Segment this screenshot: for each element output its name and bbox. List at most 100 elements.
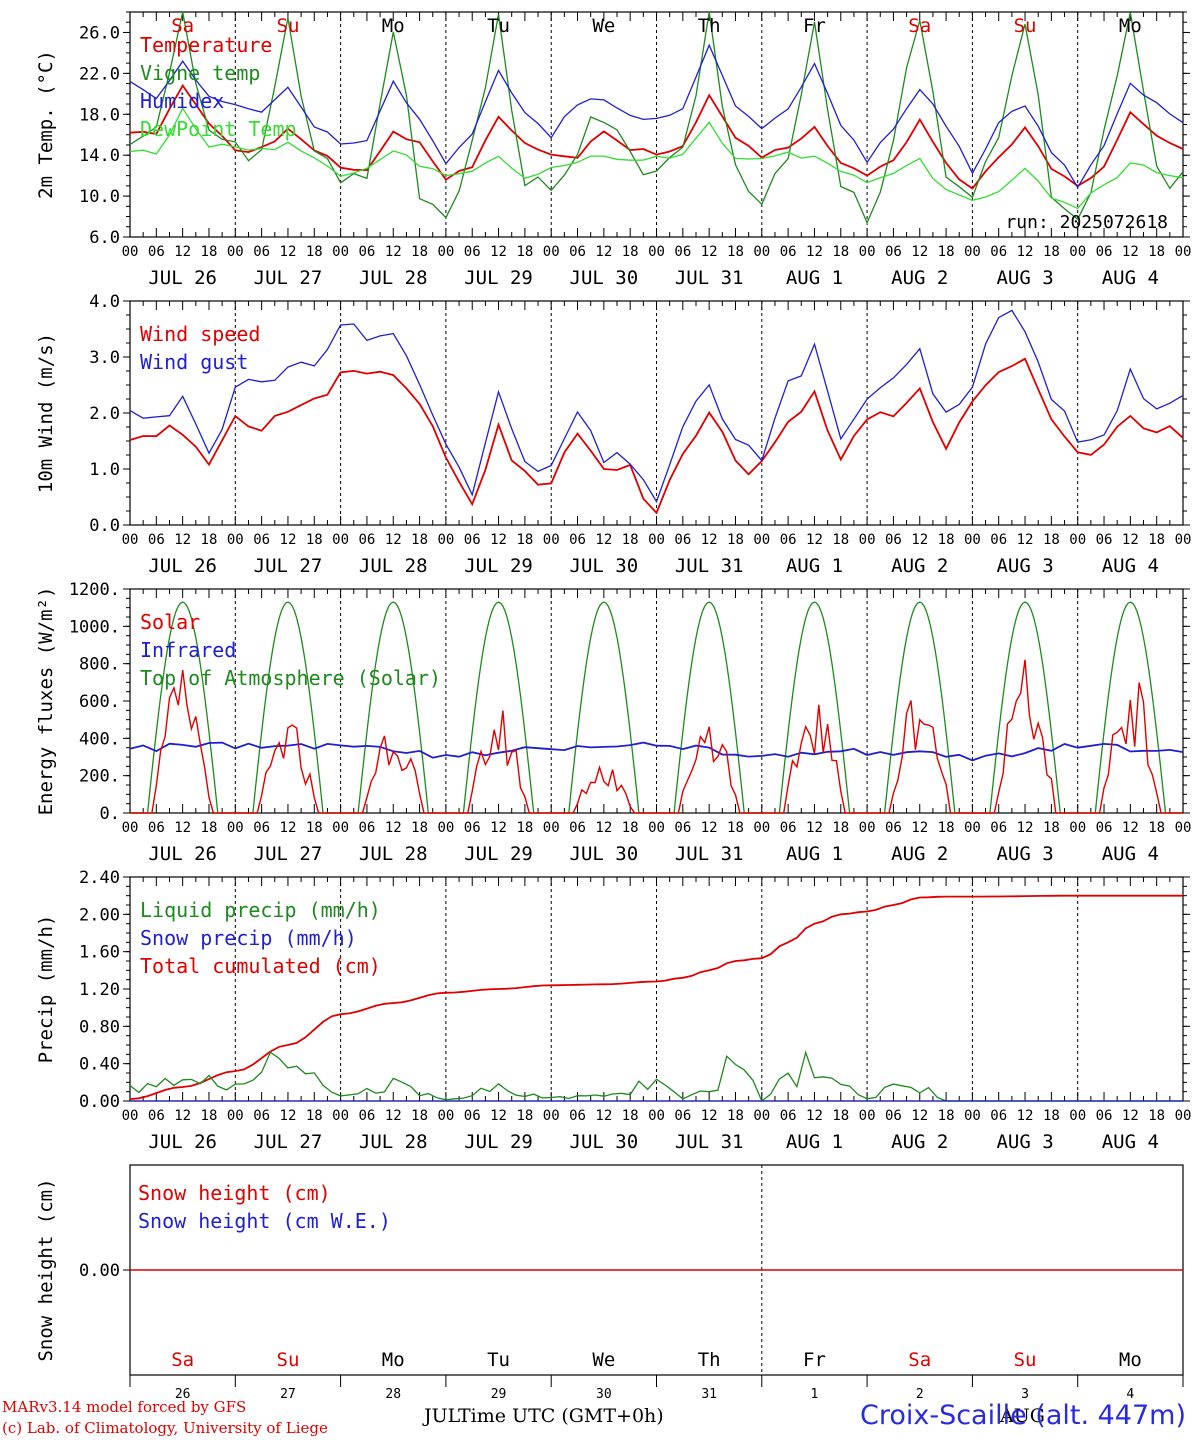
weekday-label-top: Fr (803, 15, 826, 37)
panel-2-hour-label: 00 (227, 532, 244, 548)
panel-1-date-label: JUL 28 (359, 267, 428, 289)
panel-1-hour-label: 18 (411, 244, 428, 260)
panel-2-date-label: JUL 27 (254, 555, 323, 577)
panel-1-hour-label: 06 (885, 244, 902, 260)
panel-3-hour-label: 18 (1148, 820, 1165, 836)
panel-4-hour-label: 00 (543, 1108, 560, 1124)
panel-4-hour-label: 00 (437, 1108, 454, 1124)
panel-1-date-label: AUG 1 (786, 267, 843, 289)
panel-2-y-tick-label: 3.0 (89, 348, 120, 368)
panel-2-hour-label: 18 (727, 532, 744, 548)
panel-4-hour-label: 06 (358, 1108, 375, 1124)
panel-3-hour-label: 00 (1069, 820, 1086, 836)
panel-2-hour-label: 00 (437, 532, 454, 548)
panel-4-hour-label: 06 (148, 1108, 165, 1124)
panel-3-hour-label: 00 (122, 820, 139, 836)
panel-2-hour-label: 06 (464, 532, 481, 548)
panel-1-hour-label: 12 (385, 244, 402, 260)
panel-2-hour-label: 00 (648, 532, 665, 548)
panel-4-y-tick-label: 0.80 (79, 1017, 120, 1037)
panel-1-hour-label: 12 (701, 244, 718, 260)
panel-3-series-infrared (129, 741, 1184, 762)
panel-2-hour-label: 18 (306, 532, 323, 548)
panel-2-hour-label: 12 (1017, 532, 1034, 548)
day-number-label: 27 (280, 1387, 296, 1402)
panel-4-y-tick-label: 0.40 (79, 1055, 120, 1075)
panel-2-hour-label: 18 (201, 532, 218, 548)
weekday-label-top: We (592, 15, 615, 37)
panel-4-hour-label: 06 (253, 1108, 270, 1124)
panel-2-y-tick-label: 0.0 (89, 516, 120, 536)
panel-4-date-label: JUL 30 (570, 1131, 639, 1153)
panel-2-hour-label: 18 (832, 532, 849, 548)
panel-4-hour-label: 06 (464, 1108, 481, 1124)
panel-3-hour-label: 00 (1175, 820, 1192, 836)
panel-3-hour-label: 18 (727, 820, 744, 836)
day-number-label: 3 (1021, 1387, 1029, 1402)
weekday-label-top: Sa (171, 15, 194, 37)
panel-4-hour-label: 06 (990, 1108, 1007, 1124)
panel-3-hour-label: 00 (543, 820, 560, 836)
panel-1-hour-label: 00 (859, 244, 876, 260)
panel-2-hour-label: 12 (385, 532, 402, 548)
panel-1-hour-label: 18 (727, 244, 744, 260)
panel-1-series-humidex (129, 43, 1184, 189)
panel-1-hour-label: 00 (332, 244, 349, 260)
panel-1-hour-label: 18 (832, 244, 849, 260)
panel-3-hour-label: 06 (990, 820, 1007, 836)
panel-4-series-total-cumulated-cm- (129, 894, 1183, 1100)
panel-3-hour-label: 06 (674, 820, 691, 836)
panel-3-date-label: JUL 27 (254, 843, 323, 865)
panel-1-hour-label: 18 (1148, 244, 1165, 260)
panel-2-hour-label: 00 (1069, 532, 1086, 548)
panel-2-hour-label: 06 (990, 532, 1007, 548)
panel-1-date-label: AUG 2 (891, 267, 948, 289)
panel-2-hour-label: 00 (543, 532, 560, 548)
day-number-label: 4 (1126, 1387, 1134, 1402)
panel-3-hour-label: 00 (648, 820, 665, 836)
panel-1-hour-label: 18 (306, 244, 323, 260)
panel-1-legend-entry: Temperature (140, 33, 272, 57)
panel-2-hour-label: 06 (358, 532, 375, 548)
panel-4-hour-label: 18 (306, 1108, 323, 1124)
weekday-label-top: Th (698, 15, 721, 37)
panel-3-y-tick-label: 1200. (69, 580, 120, 600)
panel-1-hour-label: 00 (753, 244, 770, 260)
panel-3-hour-label: 06 (253, 820, 270, 836)
panel-4-hour-label: 06 (674, 1108, 691, 1124)
panel-3-hour-label: 00 (437, 820, 454, 836)
panel-2-y-tick-label: 4.0 (89, 292, 120, 312)
day-number-label: 26 (175, 1387, 191, 1402)
panel-4-hour-label: 18 (1148, 1108, 1165, 1124)
panel-1-hour-label: 00 (1175, 244, 1192, 260)
panel-2-hour-label: 06 (148, 532, 165, 548)
panel-3-series-solar (130, 659, 1183, 814)
panel-1-hour-label: 18 (201, 244, 218, 260)
day-number-label: 29 (491, 1387, 507, 1402)
panel-3-hour-label: 12 (1017, 820, 1034, 836)
panel-1-y-tick-label: 10.0 (79, 187, 120, 207)
panel-3-date-label: JUL 31 (675, 843, 744, 865)
panel-4-date-label: JUL 27 (254, 1131, 323, 1153)
panel-2-y-tick-label: 2.0 (89, 404, 120, 424)
panel-3-y-tick-label: 800. (79, 655, 120, 675)
panel-3-hour-label: 06 (148, 820, 165, 836)
panel-3-date-label: AUG 1 (786, 843, 843, 865)
panel-3-y-tick-label: 1000. (69, 617, 120, 637)
panel-3-legend-entry: Infrared (140, 638, 236, 662)
panel-3-date-label: AUG 3 (996, 843, 1053, 865)
panel-4-hour-label: 18 (938, 1108, 955, 1124)
panel-1-hour-label: 12 (280, 244, 297, 260)
panel-2-hour-label: 12 (174, 532, 191, 548)
day-number-label: 1 (811, 1387, 819, 1402)
panel-3-date-label: JUL 28 (359, 843, 428, 865)
panel-1-hour-label: 06 (569, 244, 586, 260)
panel-3-hour-label: 18 (516, 820, 533, 836)
panel-2-hour-label: 06 (674, 532, 691, 548)
weekday-label-bottom: Sa (171, 1349, 194, 1371)
panel-2-legend-entry: Wind gust (140, 350, 248, 374)
panel-4-hour-label: 12 (280, 1108, 297, 1124)
panel-1-hour-label: 06 (253, 244, 270, 260)
panel-4-date-label: JUL 29 (464, 1131, 533, 1153)
panel-1-hour-label: 12 (806, 244, 823, 260)
